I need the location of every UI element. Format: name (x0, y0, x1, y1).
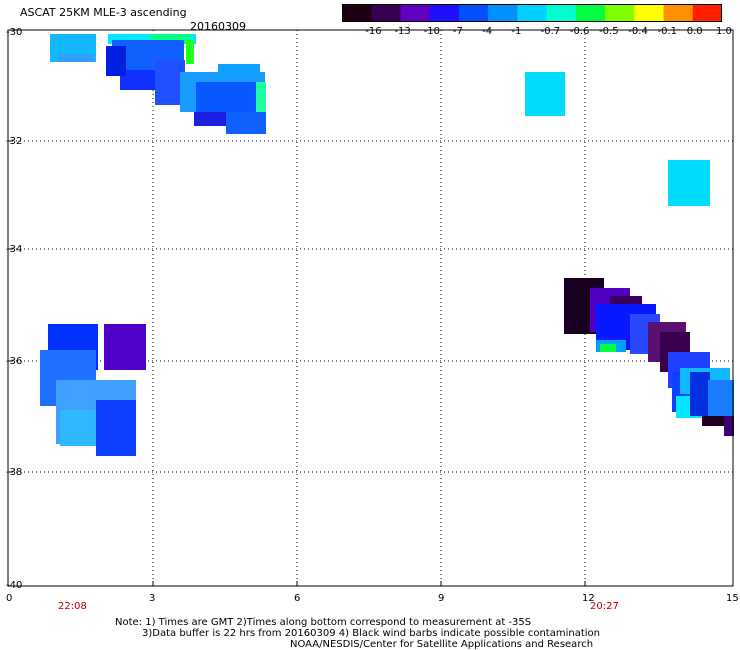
lat-label: -38 (6, 467, 23, 478)
swath-cell (58, 54, 94, 62)
colorbar-bin (575, 4, 606, 22)
lon-label: 15 (726, 593, 739, 604)
lon-label: 0 (6, 593, 13, 604)
colorbar-bin (429, 4, 460, 22)
lat-label: -30 (6, 27, 23, 38)
note-line-3: NOAA/NESDIS/Center for Satellite Applica… (290, 639, 594, 650)
plot-frame (7, 29, 734, 587)
swath-cell (104, 324, 146, 370)
swath-cell (150, 34, 190, 44)
swath-cell (218, 64, 260, 78)
lon-label: 3 (149, 593, 156, 604)
time-label: 20:27 (590, 601, 619, 612)
swath-cell (96, 400, 136, 456)
colorbar-label: -1 (511, 26, 522, 37)
colorbar-label: -0.6 (569, 26, 590, 37)
colorbar-label: -4 (482, 26, 493, 37)
colorbar-labels: -16 -13 -10 -7 -4 -1 -0.7 -0.6 -0.5 -0.4 -0.1 0.0 1.… (330, 26, 740, 40)
note-line-2: 3)Data buffer is 22 hrs from 20160309 4)… (142, 628, 600, 639)
lat-label: -40 (6, 580, 23, 591)
swath-cell (256, 82, 266, 122)
axis-ticks (8, 140, 586, 586)
lat-label: -36 (6, 356, 23, 367)
colorbar-bin (692, 4, 722, 22)
chart-title: ASCAT 25KM MLE-3 ascending (20, 6, 187, 19)
colorbar-bin (458, 4, 489, 22)
colorbar (342, 4, 722, 22)
colorbar-label: 0.0 (686, 26, 703, 37)
colorbar-label: -0.7 (540, 26, 561, 37)
swath-cell (226, 112, 266, 134)
colorbar-label: -10 (423, 26, 441, 37)
swath-cell (690, 372, 710, 416)
colorbar-label: 1.0 (716, 26, 732, 37)
colorbar-label: -16 (365, 26, 382, 37)
colorbar-label: -7 (452, 26, 463, 37)
colorbar-label: -0.4 (628, 26, 648, 37)
colorbar-bin (371, 4, 401, 22)
swath-cell (60, 410, 96, 446)
data-swaths (40, 34, 734, 456)
swath-cell (186, 40, 194, 64)
swath-cell (724, 416, 734, 436)
colorbar-frame (342, 4, 722, 22)
lat-label: -34 (6, 244, 23, 255)
colorbar-bin (546, 4, 577, 22)
lon-label: 12 (582, 593, 595, 604)
swath-cell (668, 160, 710, 206)
colorbar-bin (517, 4, 548, 22)
colorbar-bin (605, 4, 635, 22)
colorbar-label: -0.5 (599, 26, 619, 37)
colorbar-bin (663, 4, 694, 22)
colorbar-bin (488, 4, 518, 22)
colorbar-bin (634, 4, 665, 22)
colorbar-label: -13 (394, 26, 411, 37)
lat-label: -32 (6, 136, 23, 147)
swath-cell (600, 344, 616, 352)
time-label: 22:08 (58, 601, 87, 612)
colorbar-bin (342, 4, 372, 22)
colorbar-label: -0.1 (657, 26, 678, 37)
swath-cell (194, 112, 230, 126)
lon-label: 6 (294, 593, 301, 604)
swath-cell (525, 72, 565, 116)
colorbar-bin (400, 4, 431, 22)
swath-cell (708, 380, 734, 416)
note-line-1: Note: 1) Times are GMT 2)Times along bot… (115, 617, 532, 628)
swath-cell (702, 416, 730, 426)
swath-cell (106, 46, 126, 76)
lon-label: 9 (438, 593, 445, 604)
